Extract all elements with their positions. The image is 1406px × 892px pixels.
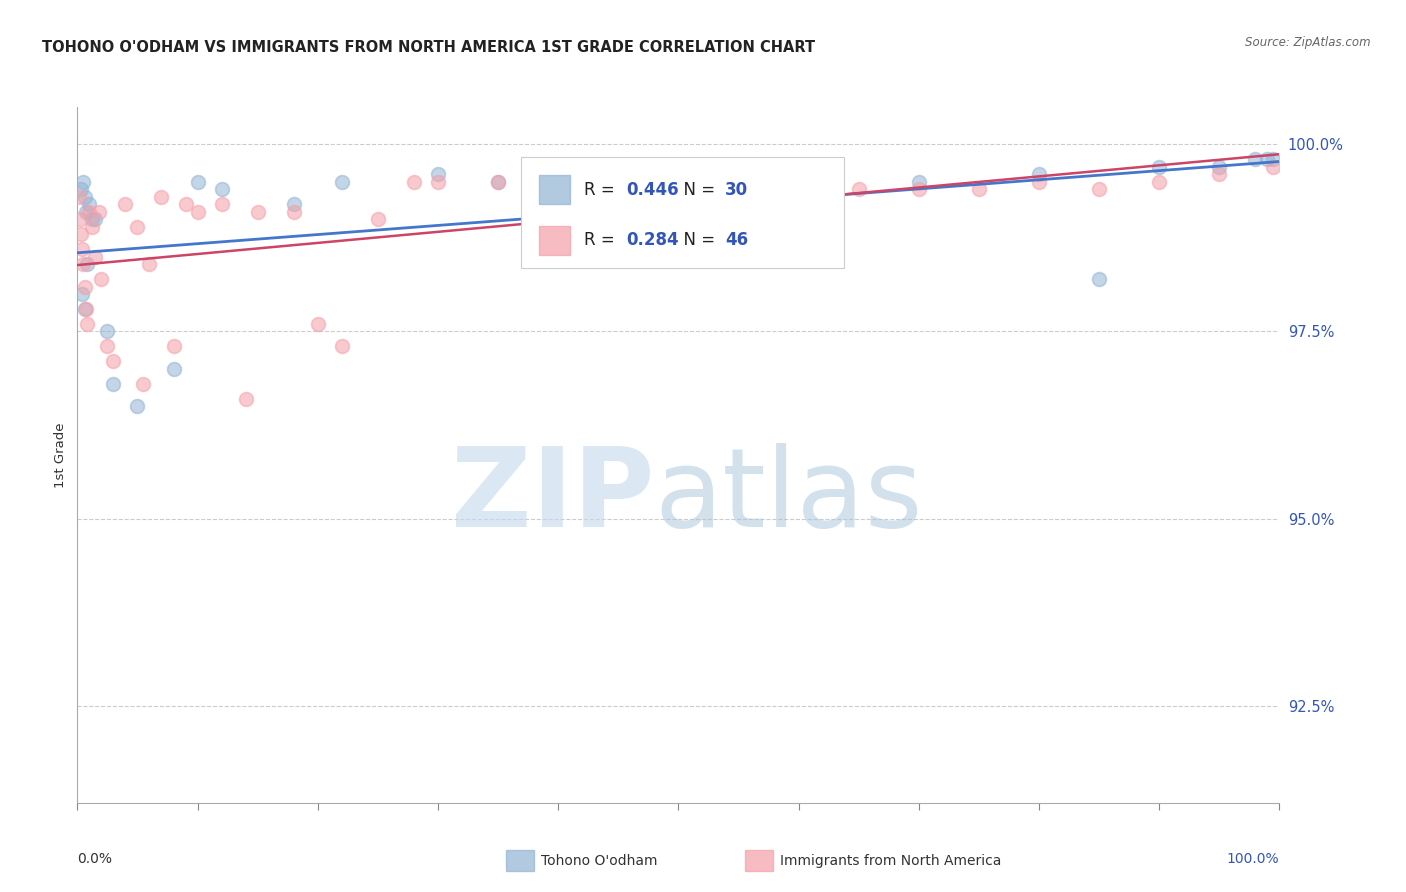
Text: N =: N = (673, 180, 720, 199)
Point (211, 197, 233, 211)
Point (427, 175, 450, 189)
Point (307, 317, 329, 331)
Point (908, 182, 931, 196)
Point (69, 212, 91, 227)
Point (1149, 160, 1171, 174)
Point (72, 257, 94, 271)
Point (103, 354, 125, 368)
Point (1256, 153, 1278, 167)
Point (87, 204, 110, 219)
Point (1244, 153, 1267, 167)
Point (84, 250, 107, 264)
Point (73, 301, 96, 316)
Point (79, 204, 101, 219)
Point (72, 175, 94, 189)
Point (75, 204, 97, 219)
Text: 30: 30 (725, 180, 748, 199)
Point (1208, 167, 1230, 181)
Text: Tohono O'odham: Tohono O'odham (541, 854, 658, 868)
Point (283, 197, 305, 211)
Point (96, 339, 118, 353)
Point (103, 376, 125, 391)
Text: R =: R = (585, 180, 620, 199)
Point (73, 279, 96, 293)
Text: 0.0%: 0.0% (77, 852, 112, 865)
Point (132, 376, 155, 391)
Point (79, 197, 101, 211)
Text: TOHONO O'ODHAM VS IMMIGRANTS FROM NORTH AMERICA 1ST GRADE CORRELATION CHART: TOHONO O'ODHAM VS IMMIGRANTS FROM NORTH … (42, 40, 815, 55)
Point (848, 182, 870, 196)
Point (76, 317, 98, 331)
Text: ZIP: ZIP (451, 443, 654, 550)
Text: 0.446: 0.446 (627, 180, 679, 199)
Point (70, 182, 93, 196)
Point (787, 175, 810, 189)
Point (1149, 175, 1171, 189)
Text: R =: R = (585, 231, 620, 250)
Point (1088, 272, 1111, 286)
Text: Immigrants from North America: Immigrants from North America (780, 854, 1001, 868)
Point (967, 182, 990, 196)
Point (70, 242, 93, 256)
Point (1263, 153, 1285, 167)
Point (547, 182, 569, 196)
Point (1028, 167, 1050, 181)
Point (235, 392, 257, 406)
Point (67, 190, 90, 204)
Point (127, 219, 149, 234)
Point (607, 182, 630, 196)
Point (96, 325, 118, 339)
Point (486, 175, 509, 189)
Point (486, 175, 509, 189)
Point (70, 227, 93, 242)
Point (908, 175, 931, 189)
Point (80, 212, 103, 227)
Point (668, 175, 690, 189)
Point (138, 257, 160, 271)
Text: 100.0%: 100.0% (1227, 852, 1279, 865)
Point (76, 257, 98, 271)
Point (787, 167, 810, 181)
Point (330, 339, 353, 353)
Y-axis label: 1st Grade: 1st Grade (53, 422, 67, 488)
Point (127, 399, 149, 413)
Point (84, 212, 107, 227)
Point (150, 190, 173, 204)
Point (402, 175, 425, 189)
Point (162, 362, 184, 376)
Text: 0.284: 0.284 (627, 231, 679, 250)
Text: 46: 46 (725, 231, 748, 250)
Point (1088, 182, 1111, 196)
Point (186, 204, 209, 219)
Point (174, 197, 197, 211)
Point (727, 175, 749, 189)
Point (75, 301, 97, 316)
Point (1028, 175, 1050, 189)
Point (186, 175, 209, 189)
Point (162, 339, 184, 353)
Point (330, 175, 353, 189)
Point (283, 204, 305, 219)
Point (73, 190, 96, 204)
Point (70, 287, 93, 301)
Text: N =: N = (673, 231, 720, 250)
Point (1263, 160, 1285, 174)
Point (427, 167, 450, 181)
Point (668, 167, 690, 181)
Point (367, 212, 389, 227)
Point (211, 182, 233, 196)
Point (80, 219, 103, 234)
Text: Source: ZipAtlas.com: Source: ZipAtlas.com (1246, 36, 1371, 49)
Point (246, 204, 269, 219)
Point (1208, 160, 1230, 174)
Point (90, 272, 112, 286)
Text: atlas: atlas (654, 443, 922, 550)
Point (114, 197, 136, 211)
